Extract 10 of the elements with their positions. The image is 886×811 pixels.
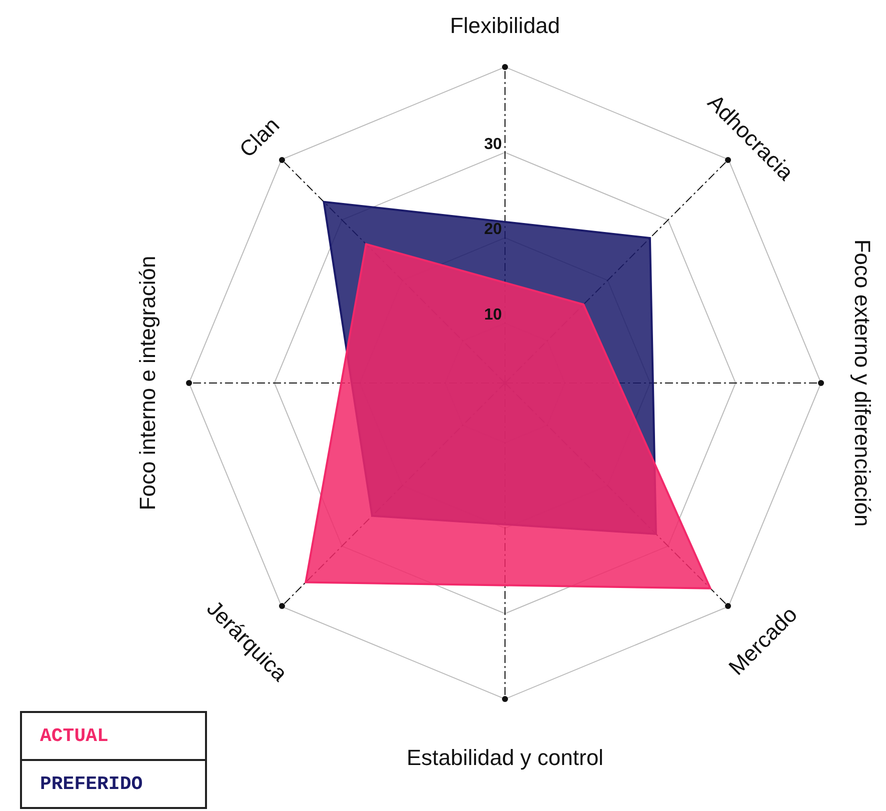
spoke-label: Estabilidad y control xyxy=(406,745,604,770)
spoke-label: Foco externo y diferenciación xyxy=(850,239,875,527)
y-tick-label: 30 xyxy=(484,136,502,153)
spoke-label: Foco interno e integración xyxy=(135,256,160,510)
text: ACTUAL xyxy=(39,724,110,749)
text: PREFERIDO xyxy=(22,759,205,807)
y-tick-label: 20 xyxy=(484,221,502,238)
spoke-label: Clan xyxy=(234,112,284,162)
spoke-label: Flexibilidad xyxy=(450,13,560,38)
y-tick-label: 10 xyxy=(484,306,502,324)
